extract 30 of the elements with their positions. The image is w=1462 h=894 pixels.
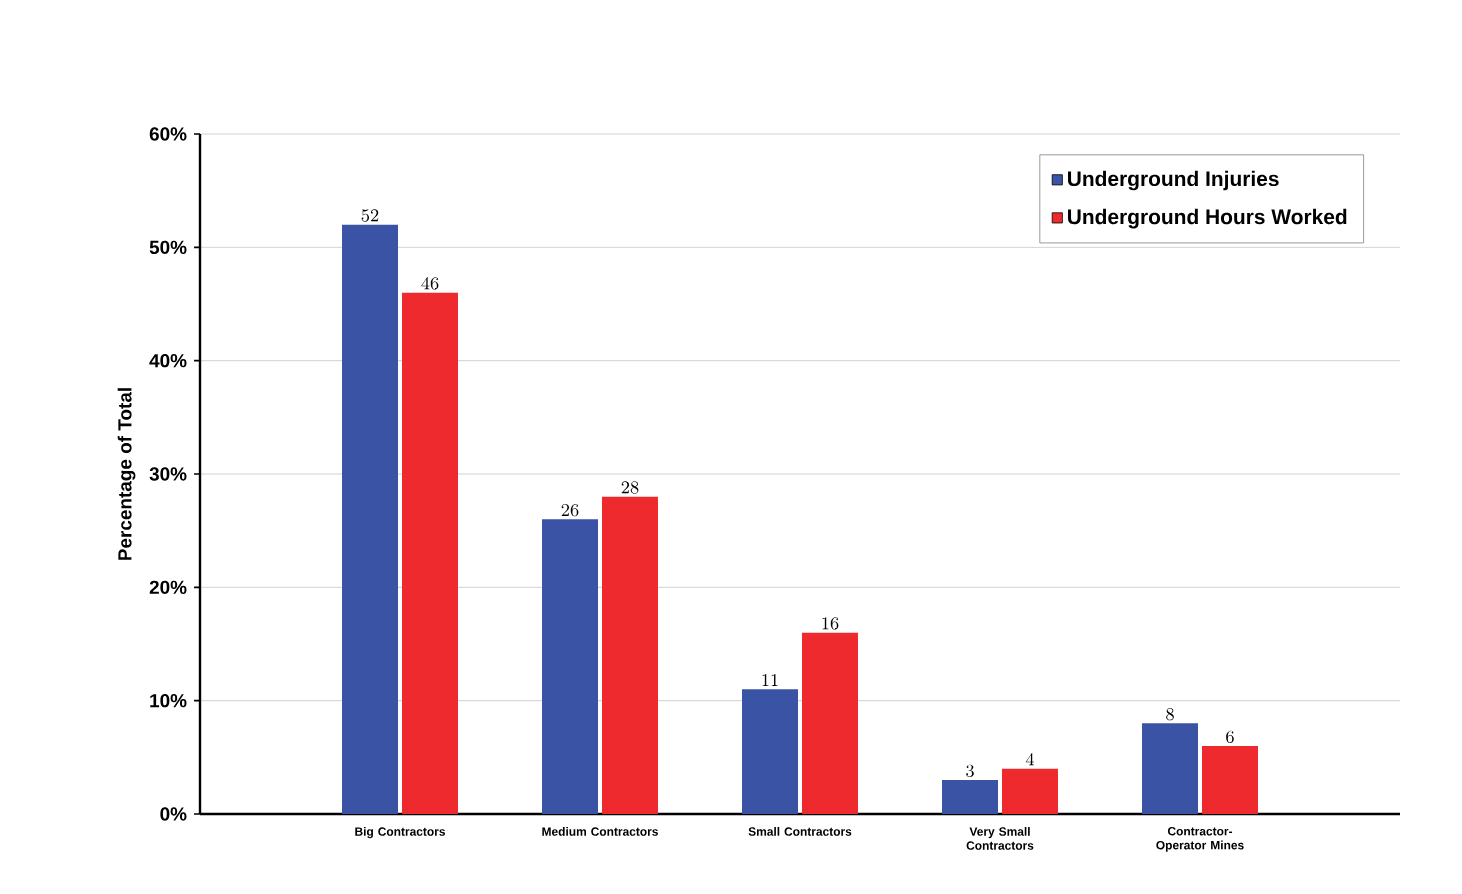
y-tick-label: 0% bbox=[160, 807, 187, 821]
bar bbox=[542, 519, 599, 814]
bar bbox=[601, 496, 658, 814]
bar bbox=[1201, 746, 1258, 814]
data-label: 52 bbox=[361, 209, 379, 222]
y-tick-label: 30% bbox=[149, 467, 187, 481]
bar bbox=[1001, 768, 1058, 814]
bar bbox=[742, 689, 799, 814]
data-label: 3 bbox=[966, 764, 974, 778]
bar bbox=[942, 780, 999, 814]
data-label: 46 bbox=[421, 277, 439, 290]
data-label: 11 bbox=[762, 674, 778, 686]
legend-label: Underground Injuries bbox=[1068, 170, 1279, 191]
y-axis-title: Percentage of Total bbox=[117, 388, 136, 560]
data-label: 6 bbox=[1226, 730, 1234, 744]
data-label: 8 bbox=[1166, 708, 1174, 721]
data-label: 4 bbox=[1025, 753, 1035, 766]
y-tick-label: 20% bbox=[149, 580, 187, 595]
data-label: 26 bbox=[561, 504, 579, 517]
bar bbox=[1142, 723, 1199, 814]
legend-label: Underground Hours Worked bbox=[1068, 208, 1347, 229]
y-tick-label: 40% bbox=[149, 353, 187, 368]
y-tick-label: 50% bbox=[149, 240, 187, 255]
y-tick-label: 10% bbox=[150, 693, 187, 708]
data-label: 16 bbox=[822, 617, 839, 630]
bar bbox=[401, 292, 458, 814]
bar bbox=[801, 632, 858, 814]
y-tick-label: 60% bbox=[149, 127, 187, 141]
bar bbox=[342, 224, 399, 814]
data-label: 28 bbox=[621, 481, 639, 494]
